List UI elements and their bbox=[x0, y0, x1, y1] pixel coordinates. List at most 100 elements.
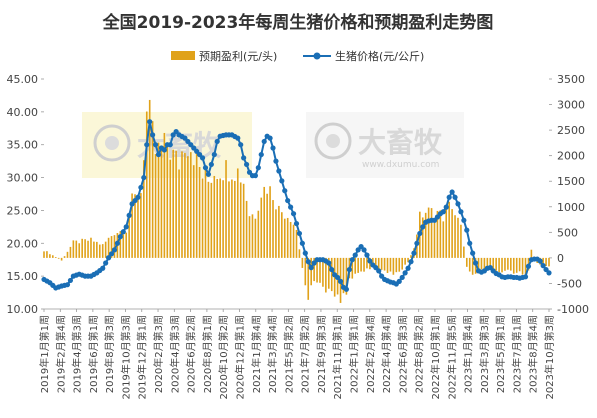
price-point bbox=[288, 204, 294, 210]
profit-bar bbox=[90, 237, 92, 258]
profit-bar bbox=[424, 212, 427, 258]
x-tick-label: 2023年8月第4周 bbox=[527, 315, 540, 393]
profit-bar bbox=[407, 257, 409, 263]
price-point bbox=[255, 165, 261, 171]
profit-bar bbox=[460, 224, 462, 258]
profit-bar bbox=[386, 257, 389, 273]
legend-swatch-profit bbox=[171, 51, 195, 60]
y-right-tick-label: 2500 bbox=[557, 124, 585, 137]
x-tick-label: 2021年11月第1周 bbox=[331, 315, 344, 400]
profit-bar bbox=[398, 257, 401, 272]
price-point bbox=[302, 250, 308, 256]
profit-bar bbox=[148, 99, 151, 258]
profit-bar bbox=[436, 210, 439, 258]
profit-bar bbox=[263, 186, 266, 258]
y-left-tick-label: 45.00 bbox=[7, 73, 39, 86]
profit-bar bbox=[457, 217, 459, 258]
price-point bbox=[138, 184, 144, 191]
y-right-tick-label: 2000 bbox=[557, 150, 585, 163]
price-point bbox=[205, 171, 212, 177]
chart-title: 全国2019-2023年每周生猪价格和预期盈利走势图 bbox=[102, 12, 494, 33]
y-right-tick-label: 1000 bbox=[557, 201, 585, 214]
legend-label-profit: 预期盈利(元/头) bbox=[199, 50, 277, 63]
y-left-tick-label: 15.00 bbox=[7, 270, 39, 283]
profit-bar bbox=[143, 160, 145, 258]
y-right-tick-label: 0 bbox=[557, 252, 564, 265]
y-left-tick-label: 40.00 bbox=[7, 106, 39, 119]
profit-bar bbox=[471, 257, 474, 275]
profit-bar bbox=[140, 193, 142, 258]
price-point bbox=[461, 217, 467, 223]
profit-bar bbox=[49, 254, 51, 258]
profit-bar bbox=[78, 243, 81, 258]
profit-bar bbox=[445, 207, 448, 258]
profit-bar bbox=[360, 257, 362, 272]
y-left-tick-label: 25.00 bbox=[7, 204, 39, 217]
legend-label-price: 生猪价格(元/公斤) bbox=[335, 49, 424, 63]
profit-bar bbox=[410, 255, 412, 258]
profit-bar bbox=[507, 257, 509, 270]
y-right-tick-label: 500 bbox=[557, 226, 578, 239]
profit-bar bbox=[175, 150, 177, 258]
y-left-tick-label: 20.00 bbox=[7, 237, 39, 250]
x-tick-label: 2019年4月第3周 bbox=[71, 315, 84, 393]
price-point bbox=[455, 201, 461, 207]
profit-bar bbox=[275, 209, 277, 258]
price-point bbox=[449, 189, 455, 195]
profit-bar bbox=[260, 197, 263, 258]
watermark-right-logo-dot bbox=[326, 134, 340, 148]
watermark-left-logo-dot bbox=[105, 136, 119, 150]
price-point bbox=[123, 224, 129, 230]
profit-bar bbox=[131, 193, 133, 258]
x-tick-label: 2022年10月第1周 bbox=[429, 315, 442, 400]
profit-bar bbox=[465, 257, 468, 267]
price-point bbox=[335, 274, 341, 281]
price-point bbox=[296, 230, 303, 237]
price-point bbox=[238, 142, 244, 148]
profit-bar bbox=[292, 224, 295, 258]
profit-bar bbox=[236, 168, 239, 258]
price-point bbox=[522, 274, 529, 280]
price-point bbox=[235, 135, 241, 141]
price-point bbox=[361, 247, 367, 253]
x-tick-label: 2022年8月第2周 bbox=[413, 315, 426, 393]
price-point bbox=[152, 142, 159, 148]
x-tick-label: 2019年10月第3周 bbox=[119, 315, 132, 400]
profit-bar bbox=[269, 186, 271, 258]
price-point bbox=[111, 247, 118, 253]
profit-bar bbox=[222, 180, 224, 258]
profit-bar bbox=[504, 257, 506, 271]
profit-bar bbox=[468, 257, 471, 272]
x-tick-label: 2020年12月第1周 bbox=[233, 315, 246, 400]
profit-bar bbox=[483, 257, 486, 270]
x-tick-label: 2023年1月第4周 bbox=[462, 315, 475, 393]
profit-bar bbox=[501, 257, 503, 273]
price-point bbox=[258, 151, 264, 158]
price-point bbox=[472, 260, 479, 266]
x-tick-label: 2020年2月第3周 bbox=[152, 315, 165, 393]
y-right-tick-label: 3500 bbox=[557, 73, 585, 86]
price-point bbox=[282, 188, 288, 194]
price-point bbox=[443, 204, 449, 210]
profit-bar bbox=[54, 257, 57, 258]
profit-bar bbox=[283, 218, 286, 258]
price-point bbox=[100, 265, 106, 271]
profit-bar bbox=[216, 178, 219, 258]
price-point bbox=[243, 161, 250, 168]
profit-bar bbox=[157, 142, 160, 258]
profit-bar bbox=[98, 244, 101, 258]
watermark-right-text: 大畜牧 bbox=[358, 126, 443, 159]
price-point bbox=[537, 258, 543, 264]
profit-bar bbox=[451, 209, 453, 258]
x-tick-label: 2023年3月第3周 bbox=[478, 315, 491, 393]
profit-bar bbox=[354, 257, 357, 274]
profit-bar bbox=[163, 132, 166, 258]
profit-bar bbox=[307, 257, 310, 300]
profit-bar bbox=[521, 257, 524, 275]
profit-bar bbox=[72, 240, 75, 258]
profit-bar bbox=[113, 235, 116, 258]
profit-bar bbox=[245, 200, 248, 258]
price-point bbox=[349, 257, 355, 263]
profit-bar bbox=[495, 257, 497, 271]
